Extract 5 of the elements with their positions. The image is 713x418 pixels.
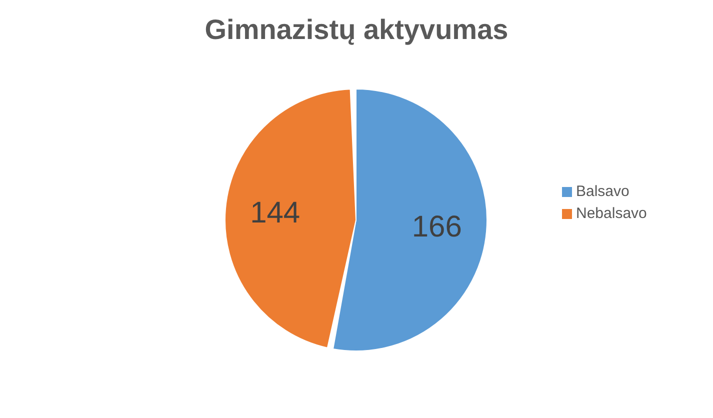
data-label: 166 [412, 210, 462, 244]
data-label: 144 [250, 196, 300, 230]
legend-label: Balsavo [576, 183, 630, 200]
legend-label: Nebalsavo [576, 205, 647, 222]
chart-title: Gimnazistų aktyvumas [204, 13, 510, 47]
